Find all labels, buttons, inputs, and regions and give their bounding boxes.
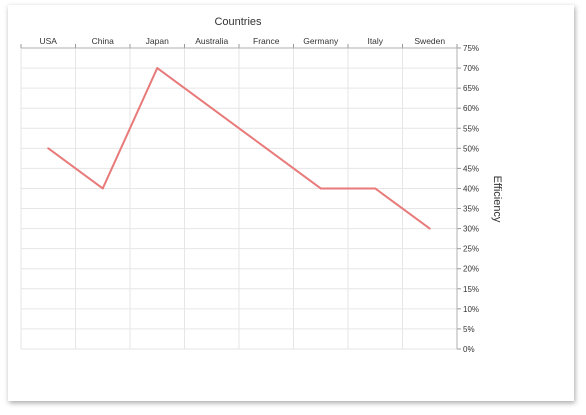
data-point: [156, 67, 159, 70]
y-tick-label: 75%: [463, 44, 479, 53]
x-axis-title: Countries: [214, 16, 262, 28]
y-tick-label: 25%: [463, 245, 479, 254]
y-tick-label: 40%: [463, 184, 479, 193]
y-tick-label: 45%: [463, 164, 479, 173]
y-tick-label: 5%: [463, 325, 475, 334]
data-point: [265, 147, 268, 150]
y-tick-label: 55%: [463, 124, 479, 133]
data-point: [428, 227, 431, 230]
y-tick-label: 0%: [463, 345, 475, 354]
y-tick-label: 35%: [463, 205, 479, 214]
y-tick-label: 65%: [463, 84, 479, 93]
x-tick-label: China: [92, 36, 114, 46]
y-tick-label: 30%: [463, 225, 479, 234]
axes: 0% 5% 10% 15% 20% 25% 30% 35% 40% 45% 50% 55% 60% 65%…: [20, 36, 479, 354]
y-tick-label: 70%: [463, 64, 479, 73]
data-point: [47, 147, 50, 150]
chart-card: [8, 5, 574, 401]
x-tick-label: Australia: [195, 36, 228, 46]
y-tick-label: 60%: [463, 104, 479, 113]
x-tick-label: USA: [40, 36, 58, 46]
y-tick-label: 50%: [463, 144, 479, 153]
x-tick-label: Sweden: [414, 36, 445, 46]
y-tick-label: 20%: [463, 265, 479, 274]
grid-lines: [20, 47, 458, 350]
series-layer: [47, 67, 431, 230]
data-point: [319, 187, 322, 190]
data-point: [101, 187, 104, 190]
y-tick-label: 10%: [463, 305, 479, 314]
x-tick-label: Italy: [367, 36, 383, 46]
x-tick-label: Germany: [303, 36, 339, 46]
y-axis-title: Efficiency: [491, 176, 503, 223]
data-point: [210, 107, 213, 110]
series-line: [47, 67, 431, 230]
x-tick-label: France: [253, 36, 280, 46]
x-tick-label: Japan: [146, 36, 169, 46]
y-tick-label: 15%: [463, 285, 479, 294]
data-point: [374, 187, 377, 190]
